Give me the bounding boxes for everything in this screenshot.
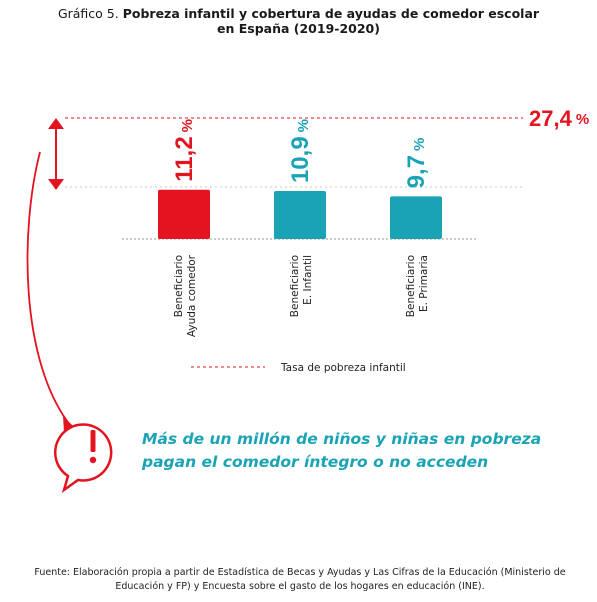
gap-double-arrow [48,118,64,190]
bar-value-unit-2: % [295,119,312,132]
highlight-note-line2: pagan el comedor íntegro o no acceden [142,453,489,471]
poverty-rate-value: 27,4% [529,106,589,131]
bar-3 [390,196,442,239]
chart-svg: 27,4% 11,2%10,9%9,7% BeneficiarioAyuda c… [26,106,589,494]
bar-value-label-3: 9,7% [403,138,430,189]
chart-title-line2: en España (2019-2020) [217,21,380,36]
bar-2 [274,191,326,239]
category-label-line-1-2: Ayuda comedor [186,254,198,337]
poverty-rate-number: 27,4 [529,106,573,131]
category-label-line-2-1: Beneficiario [289,255,301,317]
alert-bubble-icon [54,423,113,494]
bar-value-number-3: 9,7 [403,155,430,188]
chart-title-line1: Pobreza infantil y cobertura de ayudas d… [122,6,540,21]
bar-1 [158,189,210,239]
bar-value-label-2: 10,9% [287,119,314,183]
bar-value-label-1: 11,2% [171,119,198,182]
chart-title: Gráfico 5. Pobreza infantil y cobertura … [0,6,597,36]
bar-value-number-2: 10,9 [287,136,314,183]
chart-title-prefix: Gráfico 5. [57,6,119,21]
category-label-1: BeneficiarioAyuda comedor [173,254,198,337]
highlight-note: Más de un millón de niños y niñas en pob… [142,428,582,474]
source-note: Fuente: Elaboración propia a partir de E… [34,567,566,592]
category-label-line-3-2: E. Primaria [418,255,430,312]
category-label-line-3-1: Beneficiario [405,255,417,317]
legend-label: Tasa de pobreza infantil [280,362,406,374]
bar-value-number-1: 11,2 [171,136,198,181]
category-label-3: BeneficiarioE. Primaria [405,255,430,317]
category-label-line-1-1: Beneficiario [173,255,185,317]
bar-value-unit-3: % [411,138,428,151]
connector-curve [26,151,71,426]
category-label-2: BeneficiarioE. Infantil [289,255,314,317]
bar-value-unit-1: % [179,119,196,132]
category-label-line-2-2: E. Infantil [302,255,314,305]
highlight-note-line1: Más de un millón de niños y niñas en pob… [142,430,542,448]
poverty-rate-unit: % [576,111,589,128]
